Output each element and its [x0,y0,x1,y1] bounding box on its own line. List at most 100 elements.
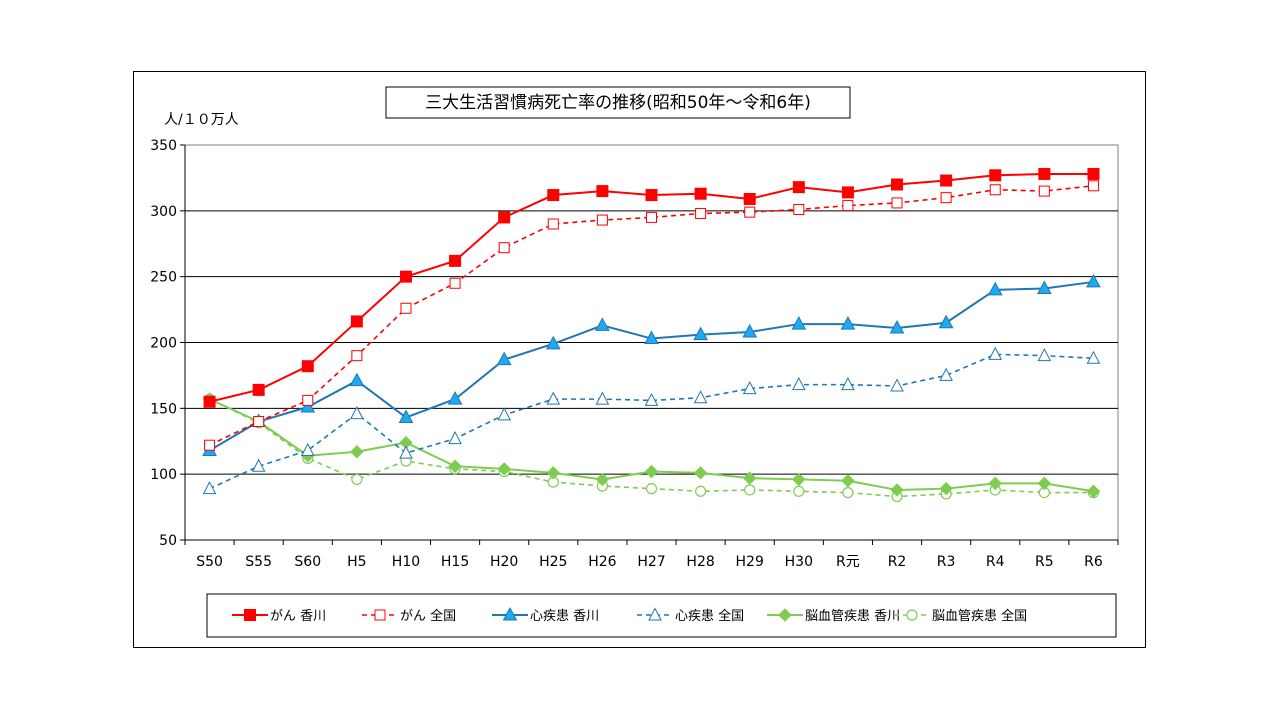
legend-label: がん 香川 [270,609,326,624]
legend-item: がん 全国 [362,608,456,624]
data-point [940,174,953,187]
x-tick-label: R元 [836,554,860,570]
y-axis-ticks: 50 100 150 200 250 300 350 [150,138,186,549]
legend-item: がん 香川 [232,609,326,624]
y-tick-label: 150 [150,401,177,417]
data-point [596,185,609,198]
series-line [209,185,1094,446]
data-point [350,315,363,328]
series-1 [204,180,1099,451]
data-point [644,392,659,406]
data-point [300,442,315,456]
data-point [251,458,266,472]
legend-label: 脳血管疾患 香川 [805,609,900,624]
data-point [546,466,560,480]
x-tick-label: H25 [539,554,567,570]
data-point [1038,167,1051,180]
data-point [939,481,953,496]
data-point [840,316,856,330]
legend-box [206,593,1117,638]
data-point [890,483,904,497]
data-point [646,211,657,223]
x-tick-label: R2 [888,554,907,570]
data-point [351,473,363,486]
data-point [989,184,1001,196]
data-point [498,242,510,254]
legend-marker [502,606,518,621]
data-point [398,409,414,424]
x-tick-label: S50 [196,554,223,570]
series-5 [203,393,1100,503]
data-point [891,178,904,191]
data-point [645,483,658,495]
x-tick-label: S60 [294,554,321,570]
data-point [1087,167,1100,180]
data-point [400,302,412,314]
y-tick-label: 200 [150,336,177,352]
chart-title: 三大生活習慣病死亡率の推移(昭和50年～令和6年) [425,93,811,113]
data-point [890,378,904,392]
data-point [891,197,903,209]
data-point [693,390,708,404]
x-tick-label: R4 [986,554,1005,570]
data-point [1086,484,1101,498]
legend-label: 心疾患 香川 [530,609,599,624]
data-point [940,192,952,204]
y-tick-label: 350 [150,138,177,154]
x-tick-label: H30 [785,554,813,570]
data-point [595,472,610,487]
x-tick-label: H28 [686,554,714,570]
series-line [209,398,1094,498]
data-point [743,471,757,485]
data-point [498,211,511,224]
data-point [939,367,953,381]
data-point [742,381,757,395]
data-point [744,206,756,218]
data-point [399,270,412,283]
data-point [841,186,854,199]
line-chart: 三大生活習慣病死亡率の推移(昭和50年～令和6年) 人/１０万人 50 100 15… [150,86,1119,638]
data-point [744,484,756,496]
data-point [792,472,806,487]
data-point [645,189,658,202]
data-point [842,487,854,499]
data-point [497,407,512,421]
data-point [253,416,265,427]
data-point [595,317,610,331]
legend-item: 脳血管疾患 全国 [894,608,1027,624]
series-3 [202,346,1101,495]
data-point [351,350,363,362]
x-axis-ticks: S50 S55 S60 H5 H10 H15 H20 H25 H26 H27 H28 H29 H30 R元… [184,539,1119,570]
series-2 [202,273,1101,456]
y-tick-label: 50 [159,533,177,549]
y-tick-label: 300 [150,204,177,220]
y-axis-unit-label: 人/１０万人 [164,112,239,128]
series-line [209,172,1094,403]
x-tick-label: H29 [736,554,764,570]
data-point [989,169,1002,182]
x-tick-label: H20 [490,554,518,570]
data-point [302,394,314,406]
x-tick-label: H5 [347,554,366,570]
data-point [1086,273,1101,288]
x-tick-label: H15 [441,554,469,570]
data-point [1038,185,1050,197]
data-point [547,189,560,202]
data-point [793,485,805,497]
data-point [496,351,512,366]
legend-marker [778,608,792,622]
data-point [695,207,707,219]
data-point [988,476,1002,491]
data-point [204,439,216,451]
y-tick-label: 100 [150,467,177,483]
data-point [203,395,216,408]
data-point [1037,348,1052,362]
legend-marker [244,609,256,621]
data-point [1087,180,1099,192]
data-point [497,462,511,476]
legend-marker [648,607,662,621]
x-tick-label: H27 [637,554,665,570]
data-point [1086,350,1101,364]
data-point [1037,476,1052,491]
series-0 [203,167,1100,408]
